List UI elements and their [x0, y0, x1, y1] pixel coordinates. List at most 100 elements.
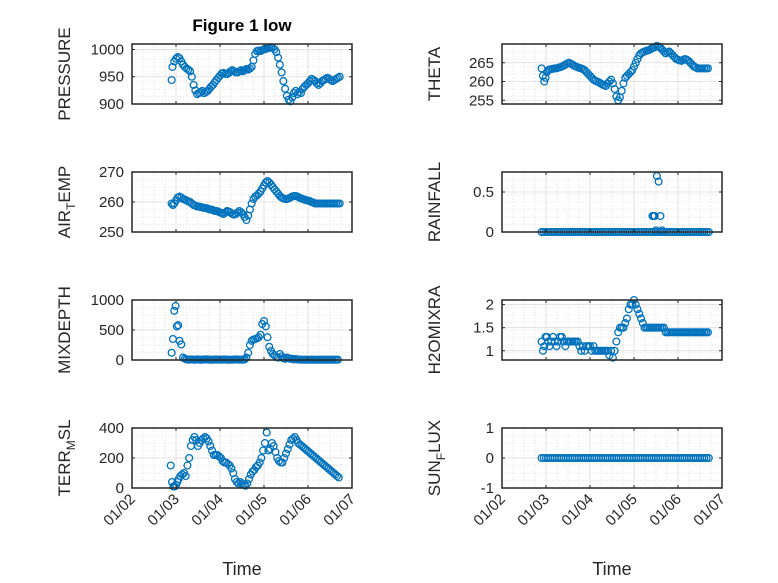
data-point: [265, 342, 274, 351]
data-point: [183, 461, 192, 470]
y-axis-label-main: THETA: [425, 46, 444, 101]
y-tick-label: 265: [469, 55, 494, 72]
data-point: [204, 437, 213, 446]
data-point: [631, 300, 640, 309]
data-point: [621, 319, 630, 328]
y-tick-label: 0: [116, 352, 124, 369]
data-point: [610, 84, 619, 94]
y-tick-label: 1000: [91, 41, 124, 58]
y-axis-label-tail: LUX: [425, 420, 444, 453]
data-point: [244, 348, 253, 357]
y-axis-label-subscript: M: [64, 440, 78, 450]
data-point: [259, 316, 269, 326]
data-point: [608, 79, 617, 88]
data-point: [177, 340, 186, 349]
data-point: [272, 48, 281, 57]
data-point: [607, 75, 616, 84]
data-point: [170, 306, 179, 315]
data-point: [185, 453, 194, 463]
data-point: [305, 77, 314, 86]
y-tick-label: 950: [99, 69, 124, 86]
data-point: [241, 481, 250, 490]
data-point: [610, 346, 619, 355]
subplot-h2omixra: 1 1.5 2 H2OMIXRA: [425, 285, 723, 374]
y-axis-label: THETA: [425, 46, 444, 101]
data-point: [275, 60, 284, 69]
data-point: [168, 62, 177, 71]
axes-frame: [501, 43, 723, 105]
x-tick-label: 01/06: [646, 491, 685, 530]
data-point: [261, 178, 270, 187]
x-tick-label: 01/03: [144, 491, 183, 530]
data-point: [557, 332, 566, 341]
data-point: [206, 441, 215, 451]
y-tick-label: 260: [469, 74, 494, 91]
data-point: [234, 479, 243, 488]
data-point: [274, 53, 283, 62]
x-tick-label: 01/03: [514, 491, 553, 530]
y-tick-label: 270: [99, 164, 124, 181]
data-point: [281, 449, 291, 458]
y-tick-label: 0: [486, 224, 494, 241]
data-point: [255, 458, 264, 467]
data-point: [636, 314, 646, 323]
y-axis-label: TERRMSL: [55, 419, 78, 496]
data-point: [262, 428, 271, 437]
y-axis-label-tail: SL: [55, 419, 74, 440]
data-point: [166, 461, 175, 470]
data-point: [540, 342, 549, 351]
x-axis-label: Time: [592, 559, 631, 579]
data-point: [552, 342, 561, 351]
data-point: [167, 75, 176, 85]
y-axis-label-subscript: T: [64, 202, 78, 210]
data-point: [659, 47, 668, 56]
x-tick-label: 01/05: [602, 491, 641, 530]
data-point: [233, 208, 242, 217]
data-point: [184, 65, 193, 74]
y-tick-label: 1: [486, 343, 494, 360]
data-point: [334, 473, 343, 482]
y-tick-label: 400: [99, 420, 124, 437]
data-point: [235, 67, 244, 76]
data-point: [283, 444, 292, 454]
data-point: [167, 348, 176, 357]
subplot-air_temp: 250 260 270 AIRTEMP: [55, 164, 353, 241]
subplot-rainfall: 0 0.5 RAINFALL: [425, 162, 723, 242]
data-point: [656, 211, 665, 221]
x-tick-label: 01/05: [232, 491, 271, 530]
x-tick-label: 01/07: [690, 491, 729, 530]
data-point: [278, 458, 287, 467]
data-point: [631, 58, 640, 67]
data-point: [256, 330, 265, 339]
y-tick-label: 0.5: [473, 184, 494, 201]
data-point: [257, 453, 266, 463]
data-point: [293, 90, 302, 99]
data-point: [174, 321, 183, 330]
data-point: [280, 453, 289, 463]
figure-title: Figure 1 low: [192, 16, 292, 35]
y-axis-label-main: RAINFALL: [425, 162, 444, 242]
axes-frame: [501, 299, 723, 361]
y-tick-label: 900: [99, 96, 124, 113]
data-point: [279, 77, 288, 86]
y-axis-label: H2OMIXRA: [425, 285, 444, 374]
data-point: [622, 314, 632, 323]
data-point: [628, 300, 637, 309]
data-point: [577, 346, 586, 355]
data-point: [333, 73, 342, 82]
data-point: [573, 337, 582, 346]
y-tick-label: 200: [99, 450, 124, 467]
data-point: [282, 91, 291, 100]
y-tick-label: 2: [486, 297, 494, 314]
y-axis-label-main: H2OMIXRA: [425, 285, 444, 374]
data-point: [285, 440, 294, 449]
data-point: [277, 68, 286, 77]
y-axis-label-main: TERR: [55, 450, 74, 496]
y-tick-label: 0: [116, 480, 124, 497]
y-axis-label: SUNFLUX: [425, 420, 448, 496]
data-point: [550, 337, 559, 346]
x-axis-label: Time: [222, 559, 261, 579]
